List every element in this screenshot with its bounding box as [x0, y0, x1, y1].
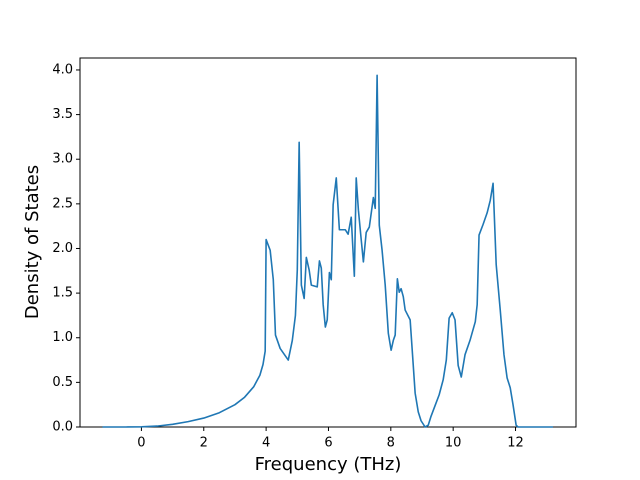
- y-tick-label: 1.5: [52, 286, 73, 301]
- dos-line: [102, 74, 553, 428]
- y-tick-label: 3.5: [52, 107, 73, 122]
- x-tick-label: 10: [445, 436, 462, 451]
- y-axis-label: Density of States: [22, 165, 43, 319]
- plot-frame: [79, 57, 577, 428]
- x-tick-label: 0: [137, 436, 145, 451]
- x-tick-label: 8: [387, 436, 395, 451]
- x-axis-label: Frequency (THz): [255, 454, 402, 475]
- y-tick-label: 0.0: [52, 420, 73, 435]
- x-tick-label: 6: [324, 436, 332, 451]
- y-tick-label: 4.0: [52, 62, 73, 77]
- x-tick-label: 12: [507, 436, 524, 451]
- x-tick-label: 2: [200, 436, 208, 451]
- y-tick-label: 3.0: [52, 152, 73, 167]
- y-tick-label: 1.0: [52, 330, 73, 345]
- y-tick-label: 2.5: [52, 196, 73, 211]
- y-tick-label: 0.5: [52, 375, 73, 390]
- x-tick-label: 4: [262, 436, 270, 451]
- y-tick-label: 2.0: [52, 241, 73, 256]
